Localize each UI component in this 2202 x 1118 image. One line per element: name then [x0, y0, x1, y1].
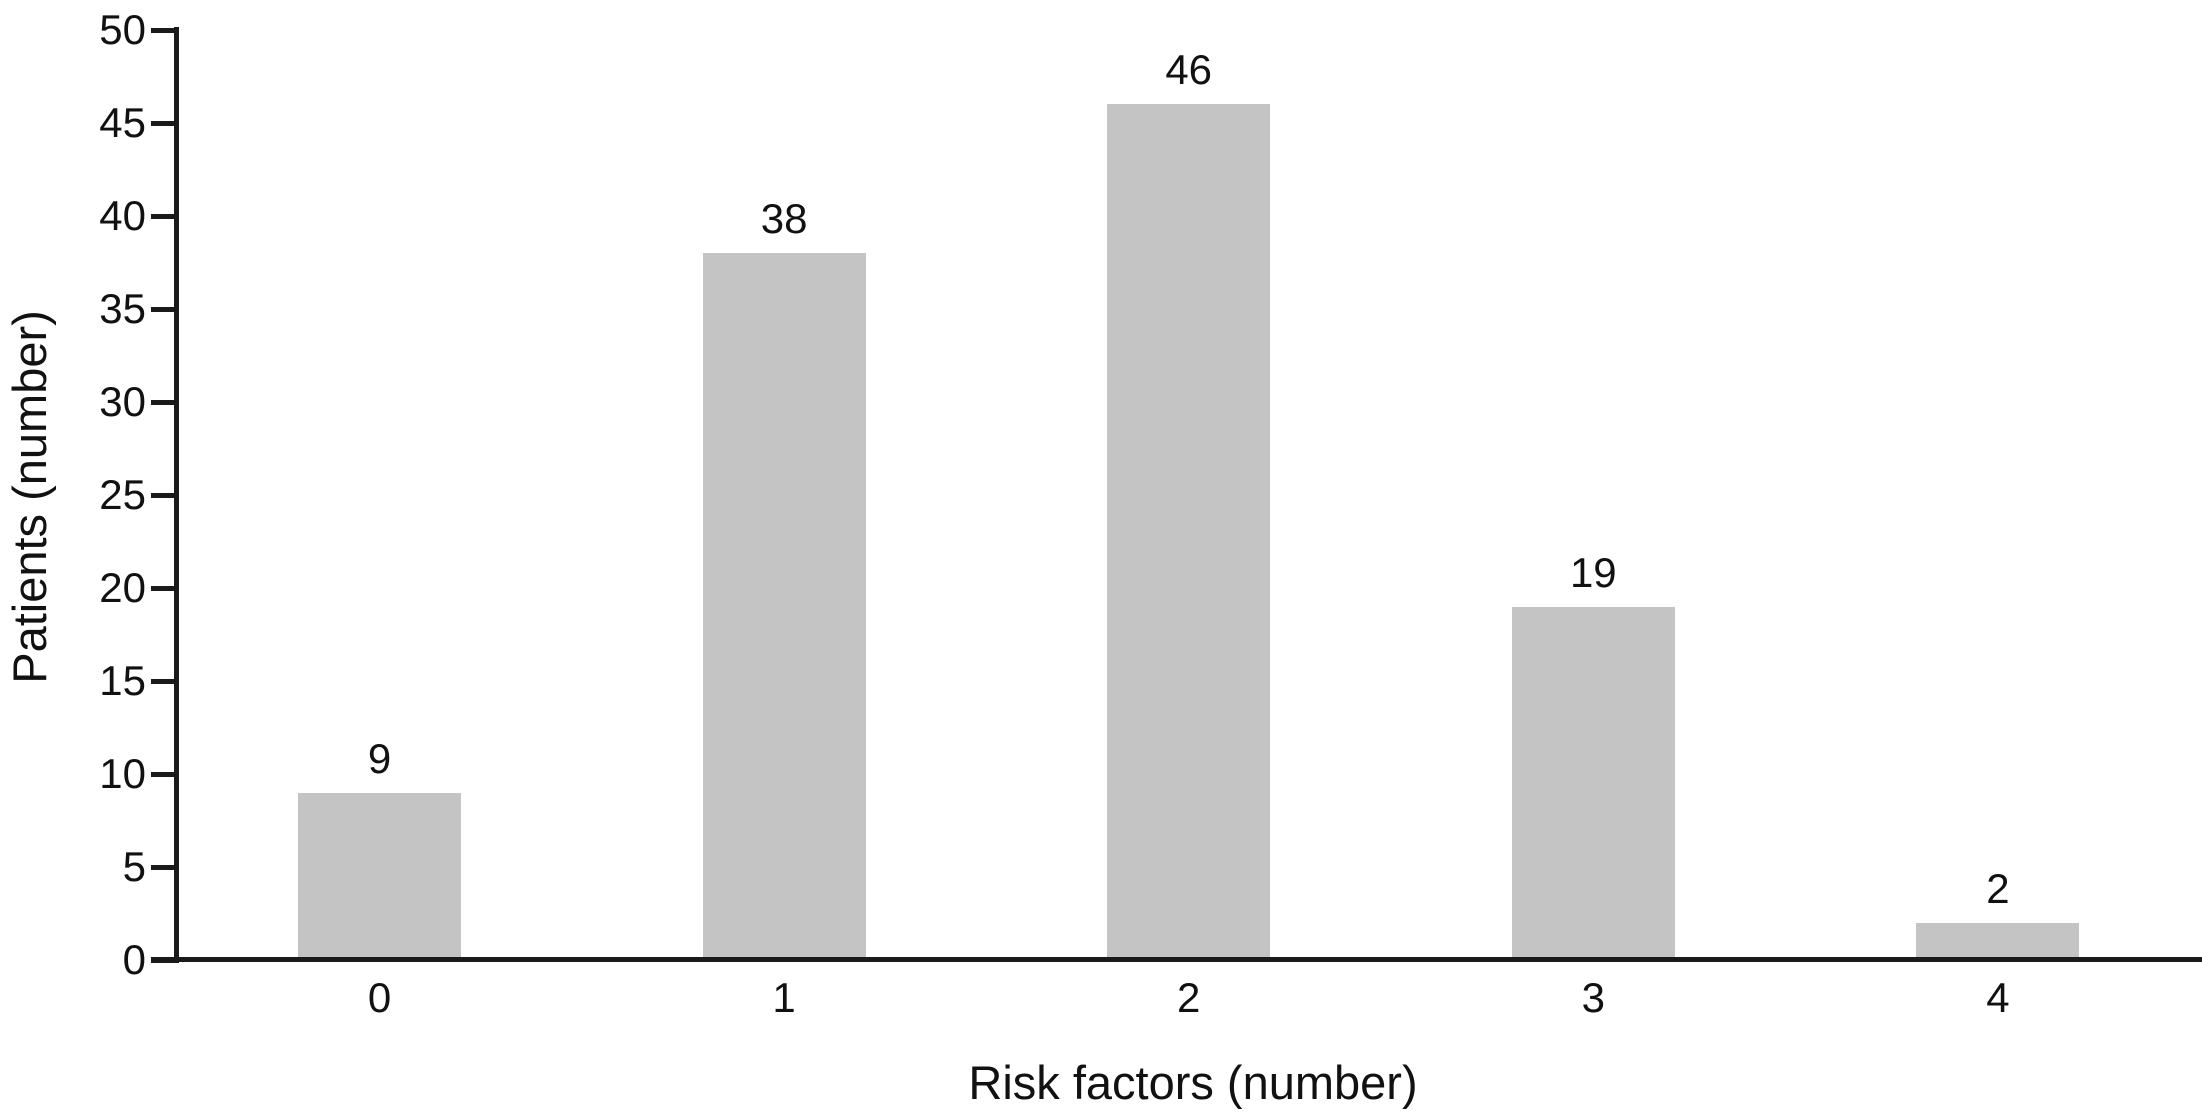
bar-value-label: 2 — [1986, 864, 2010, 912]
y-axis-line — [174, 27, 179, 963]
x-axis-title: Risk factors (number) — [968, 1056, 1418, 1109]
y-axis-title: Patients (number) — [3, 310, 56, 684]
y-tick-label: 20 — [99, 564, 146, 611]
x-axis-line — [151, 957, 2202, 962]
bar — [1916, 922, 2080, 960]
bar — [298, 792, 461, 960]
y-tick-label: 50 — [99, 6, 146, 53]
y-tick-label: 40 — [99, 192, 146, 239]
y-tick — [151, 27, 175, 33]
y-tick-label: 0 — [122, 936, 146, 983]
x-tick-label: 4 — [1986, 974, 2010, 1021]
bar-value-label: 46 — [1165, 46, 1213, 94]
bar — [1511, 606, 1675, 960]
x-tick-label: 1 — [772, 974, 796, 1021]
y-tick-label: 10 — [99, 750, 146, 797]
y-tick — [151, 585, 175, 591]
x-tick-label: 0 — [367, 974, 392, 1021]
y-tick — [151, 120, 175, 126]
y-tick-label: 30 — [99, 378, 146, 425]
y-tick-label: 45 — [99, 99, 146, 146]
bar-value-label: 38 — [760, 195, 808, 243]
y-tick-label: 35 — [99, 285, 146, 332]
x-tick-label: 2 — [1177, 974, 1201, 1021]
y-tick — [151, 771, 175, 777]
bar-value-label: 19 — [1569, 548, 1617, 596]
y-tick-label: 15 — [99, 657, 146, 704]
y-tick — [151, 306, 175, 312]
x-tick-label: 3 — [1581, 974, 1605, 1021]
y-tick — [151, 678, 175, 684]
y-tick — [151, 399, 175, 405]
bar-value-label: 9 — [367, 734, 392, 782]
y-tick — [151, 213, 175, 219]
y-tick — [151, 492, 175, 498]
bar — [1107, 104, 1271, 960]
y-tick-label: 25 — [99, 471, 146, 518]
y-tick — [151, 864, 175, 870]
bar — [702, 253, 866, 960]
y-tick-label: 5 — [122, 843, 146, 890]
